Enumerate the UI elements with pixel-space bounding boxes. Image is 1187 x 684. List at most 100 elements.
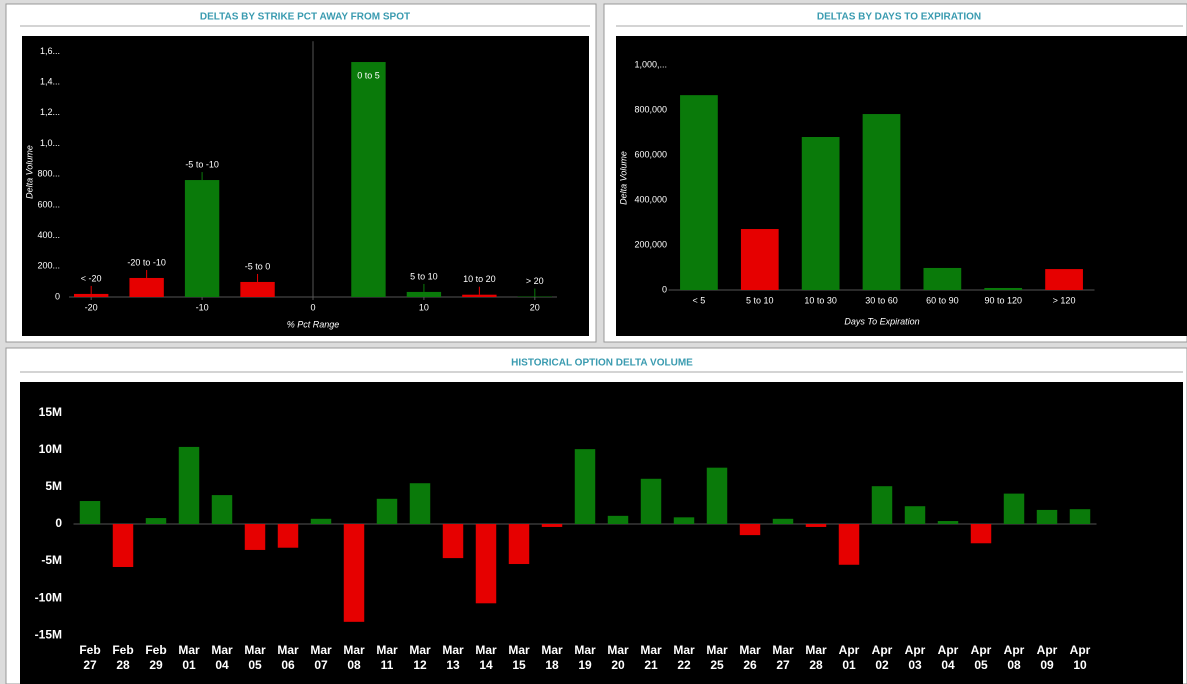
plot-bg [22,36,589,336]
y-axis-title: Delta Volume [24,145,34,199]
x-tick-label: Apr 03 [904,643,926,672]
y-tick-label: 800,000 [634,104,667,114]
x-axis-title: % Pct Range [287,319,340,329]
x-tick-label: -10 [196,302,209,312]
bar [406,291,442,297]
x-tick-label: Apr 10 [1069,643,1091,672]
y-tick-label: -15M [35,627,62,641]
bar [409,483,431,524]
bar [772,518,794,524]
bar [145,518,167,524]
x-tick-label: Feb 28 [112,643,134,672]
x-tick-label: 10 to 30 [804,295,837,305]
y-tick-label: 800... [37,169,60,179]
y-tick-label: 1,2... [40,107,60,117]
bar [1069,509,1091,524]
x-tick-label: 20 [530,302,540,312]
bar [970,524,992,544]
bar [184,180,220,297]
bar [801,137,840,290]
x-tick-label: Mar 18 [541,643,563,672]
x-tick-label: Mar 11 [376,643,398,672]
bar [871,486,893,524]
x-tick-label: 90 to 120 [984,295,1022,305]
bar [508,524,530,565]
bar [277,524,299,548]
chart-title: HISTORICAL OPTION DELTA VOLUME [511,358,693,369]
chart-title: DELTAS BY STRIKE PCT AWAY FROM SPOT [200,12,410,23]
x-tick-label: Mar 28 [805,643,827,672]
x-tick-label: Mar 21 [640,643,662,672]
y-tick-label: -5M [41,553,62,567]
y-tick-label: 1,4... [40,77,60,87]
x-tick-label: Mar 04 [211,643,233,672]
bar [984,287,1023,290]
bar [923,267,962,290]
x-tick-label: Feb 29 [145,643,167,672]
y-tick-label: 15M [39,405,62,419]
x-tick-label: Mar 08 [343,643,365,672]
bar [129,277,164,297]
y-tick-label: 1,000,... [634,59,667,69]
x-tick-label: Mar 22 [673,643,695,672]
x-tick-label: 30 to 60 [865,295,898,305]
x-axis-title: Days To Expiration [844,316,919,326]
bar [211,495,233,524]
bar [178,446,200,524]
x-tick-label: 10 [419,302,429,312]
bar [904,506,926,524]
y-axis-title: Delta Volume [618,151,628,205]
y-tick-label: 5M [45,479,62,493]
bar [640,478,662,524]
y-tick-label: 600,000 [634,149,667,159]
plot-bg [20,382,1183,684]
x-tick-label: 5 to 10 [746,295,774,305]
y-tick-label: 1,0... [40,138,60,148]
x-tick-label: 60 to 90 [926,295,959,305]
bar [805,524,827,527]
data-label: 0 to 5 [357,70,380,80]
bar [862,114,901,290]
bar [79,501,101,524]
bar [673,517,695,524]
x-tick-label: Apr 02 [871,643,893,672]
x-tick-label: Apr 04 [937,643,959,672]
bar [541,524,563,527]
data-label: > 20 [526,276,544,286]
bar [607,515,629,524]
bar [343,524,365,622]
bar [740,229,779,290]
x-tick-label: Apr 09 [1036,643,1058,672]
x-tick-label: Mar 13 [442,643,464,672]
x-tick-label: Mar 26 [739,643,761,672]
x-tick-label: Mar 15 [508,643,530,672]
bar [475,524,497,604]
data-label: 10 to 20 [463,274,496,284]
x-tick-label: Mar 12 [409,643,431,672]
y-tick-label: 200,000 [634,239,667,249]
bar [706,467,728,524]
bar [351,62,386,298]
chart-title: DELTAS BY DAYS TO EXPIRATION [817,12,981,23]
x-tick-label: Mar 05 [244,643,266,672]
x-tick-label: Mar 06 [277,643,299,672]
y-tick-label: -10M [35,590,62,604]
bar [240,281,275,297]
x-tick-label: Apr 05 [970,643,992,672]
x-tick-label: > 120 [1053,295,1076,305]
bar [462,294,497,297]
bar [73,293,109,297]
data-label: -5 to 0 [245,261,271,271]
x-tick-label: Feb 27 [79,643,101,672]
bar [112,524,134,567]
x-tick-label: Mar 19 [574,643,596,672]
bar [1036,509,1058,524]
bar [1045,269,1083,290]
x-tick-label: Mar 01 [178,643,200,672]
data-label: < -20 [81,273,102,283]
y-tick-label: 10M [39,442,62,456]
data-label: 5 to 10 [410,271,438,281]
y-tick-label: 400,000 [634,194,667,204]
